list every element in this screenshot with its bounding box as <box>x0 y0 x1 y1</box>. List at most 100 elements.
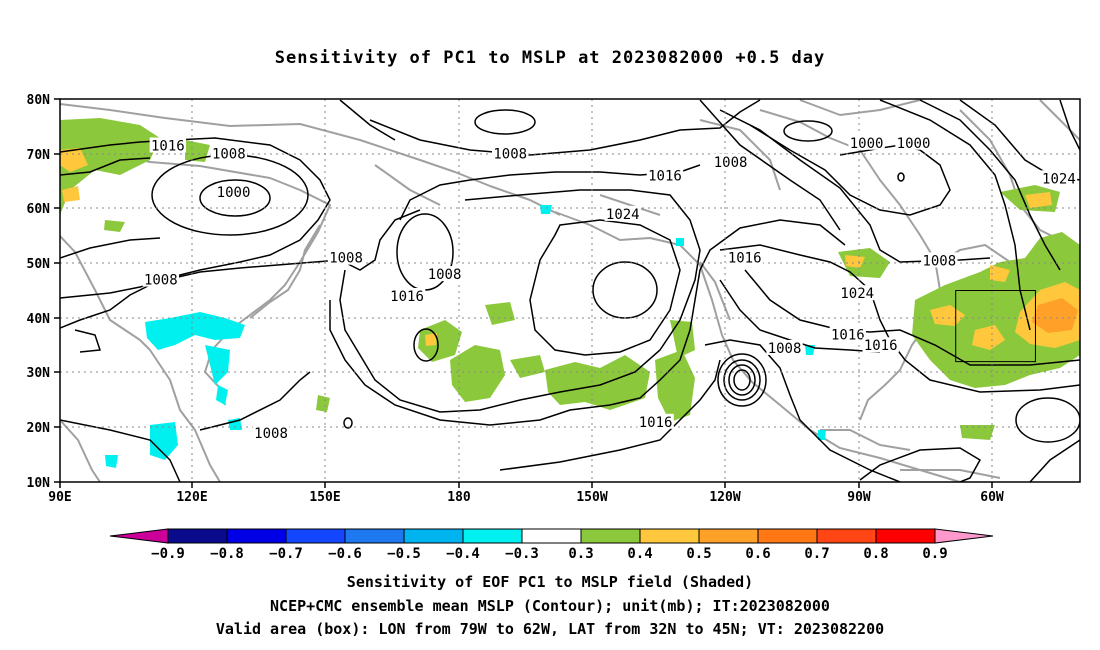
contour-label-bg <box>766 339 803 355</box>
contour-label-bg <box>210 145 248 161</box>
contour-label-bg <box>921 252 958 268</box>
lon-label-120e: 120E <box>176 490 207 505</box>
contour-label-bg <box>142 271 180 287</box>
lon-label-120w: 120W <box>709 490 740 505</box>
colorbar-bin <box>639 528 700 544</box>
contour-label-bg <box>388 287 426 303</box>
lon-label-60w: 60W <box>980 490 1004 505</box>
lat-label-60n: 60N <box>27 202 51 217</box>
colorbar-ticks: −0.9 −0.8 −0.7 −0.6 −0.5 −0.4 −0.3 0.3 0.4 0.5 0.6… <box>151 546 948 562</box>
contour-label-bg <box>637 413 674 429</box>
contour-label-bg <box>327 249 365 265</box>
colorbar-tick-label: −0.9 <box>151 546 185 562</box>
colorbar-tick-label: 0.7 <box>804 546 829 562</box>
contour-label: 1008 <box>428 267 462 283</box>
longitude-axis <box>59 482 993 488</box>
contour-label: 1008 <box>254 426 288 442</box>
colorbar-tick-label: −0.6 <box>328 546 362 562</box>
lat-label-40n: 40N <box>27 312 51 327</box>
colorbar-bin <box>462 528 523 544</box>
graticule <box>60 99 1080 482</box>
map-title: Sensitivity of PC1 to MSLP at 2023082000… <box>274 48 826 68</box>
contour-label: 1008 <box>768 341 802 357</box>
contour-label-bg <box>1040 170 1078 186</box>
colorbar-high-extension <box>934 528 994 544</box>
contour-label: 1016 <box>390 289 424 305</box>
contour-label: 1016 <box>648 169 682 185</box>
contour-label-bg <box>149 137 187 153</box>
lat-label-20n: 20N <box>27 421 51 436</box>
colorbar-tick-label: −0.5 <box>387 546 421 562</box>
plot-frame <box>59 98 1081 483</box>
contour-label: 1008 <box>212 147 246 163</box>
positive-shading-orange <box>1032 298 1078 333</box>
contour-label-bg <box>848 134 885 150</box>
contour-label-bg <box>829 326 867 342</box>
colorbar-bin <box>285 528 346 544</box>
colorbar-tick-label: 0.3 <box>568 546 593 562</box>
colorbar <box>109 528 994 544</box>
valid-area-box <box>955 290 1036 363</box>
contour-label-bg <box>839 285 876 301</box>
contour-label-bg <box>895 134 932 150</box>
negative-shading <box>105 205 826 468</box>
lat-label-30n: 30N <box>27 366 51 381</box>
lon-label-180: 180 <box>447 490 471 505</box>
sensitivity-map: 1016100810001008100810161008100810241016… <box>27 93 1081 562</box>
contour-label-bg <box>604 205 641 221</box>
contour-label-bg <box>252 424 290 440</box>
caption-valid-area: Valid area (box): LON from 79W to 62W, L… <box>215 620 885 638</box>
colorbar-bin <box>698 528 759 544</box>
lon-label-150e: 150E <box>309 490 340 505</box>
contour-label: 1024 <box>606 207 640 223</box>
contour-label: 1008 <box>714 155 748 171</box>
colorbar-tick-label: −0.4 <box>446 546 480 562</box>
colorbar-bin <box>167 528 228 544</box>
lat-label-70n: 70N <box>27 148 51 163</box>
lat-label-50n: 50N <box>27 257 51 272</box>
contour-label-bg <box>646 167 684 183</box>
contour-label-bg <box>726 249 763 265</box>
contour-label-bg <box>862 337 899 353</box>
contour-label: 1008 <box>493 147 527 163</box>
contour-label: 1016 <box>151 139 185 155</box>
contour-label-bg <box>215 184 252 200</box>
colorbar-bin <box>580 528 641 544</box>
contour-label-bg <box>492 145 529 161</box>
caption-shading: Sensitivity of EOF PC1 to MSLP field (Sh… <box>346 573 754 591</box>
colorbar-tick-label: −0.7 <box>269 546 303 562</box>
contour-label: 1016 <box>831 327 865 343</box>
contour-labels: 1016100810001008100810161008100810241016… <box>142 134 1078 442</box>
mslp-contours <box>60 99 1080 482</box>
contour-label: 1008 <box>922 253 956 269</box>
colorbar-low-extension <box>109 528 169 544</box>
contour-label: 1024 <box>840 286 874 302</box>
latitude-axis <box>54 98 60 483</box>
lon-label-150w: 150W <box>576 490 607 505</box>
colorbar-tick-label: −0.3 <box>505 546 539 562</box>
colorbar-bin <box>403 528 464 544</box>
colorbar-bin <box>226 528 287 544</box>
colorbar-bin <box>757 528 818 544</box>
caption-contour: NCEP+CMC ensemble mean MSLP (Contour); u… <box>270 597 830 615</box>
lon-label-90e: 90E <box>48 490 71 505</box>
colorbar-bin <box>816 528 877 544</box>
contour-label: 1000 <box>850 136 884 152</box>
lat-label-80n: 80N <box>27 93 51 108</box>
colorbar-tick-label: 0.4 <box>627 546 652 562</box>
colorbar-tick-label: 0.5 <box>686 546 711 562</box>
colorbar-tick-label: −0.8 <box>210 546 244 562</box>
lon-label-90w: 90W <box>847 490 871 505</box>
contour-label: 1000 <box>217 185 251 201</box>
contour-label: 1000 <box>897 136 931 152</box>
contour-label-bg <box>712 153 749 169</box>
colorbar-bin <box>875 528 936 544</box>
contour-label: 1016 <box>639 415 673 431</box>
contour-label: 1016 <box>864 338 898 354</box>
colorbar-bin <box>521 528 582 544</box>
contour-label: 1016 <box>728 251 762 267</box>
contour-label: 1008 <box>144 273 178 289</box>
colorbar-tick-label: 0.8 <box>863 546 888 562</box>
contour-label-bg <box>426 266 463 282</box>
colorbar-bin <box>344 528 405 544</box>
